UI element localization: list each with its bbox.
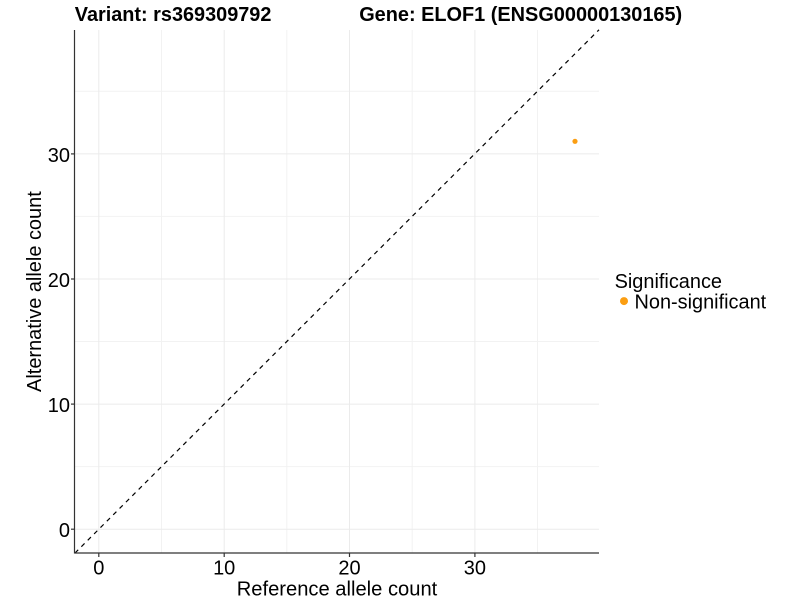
- svg-text:0: 0: [93, 557, 104, 579]
- svg-text:Variant: rs369309792: Variant: rs369309792: [75, 4, 272, 26]
- svg-text:10: 10: [213, 557, 235, 579]
- svg-text:Significance: Significance: [615, 271, 722, 293]
- svg-text:Reference allele count: Reference allele count: [237, 579, 438, 600]
- svg-text:30: 30: [48, 145, 70, 167]
- svg-text:Non-significant: Non-significant: [635, 292, 767, 314]
- svg-text:Gene: ELOF1 (ENSG00000130165): Gene: ELOF1 (ENSG00000130165): [359, 4, 682, 26]
- svg-text:20: 20: [48, 270, 70, 292]
- svg-text:10: 10: [48, 395, 70, 417]
- svg-text:30: 30: [464, 557, 486, 579]
- svg-text:0: 0: [59, 520, 70, 542]
- svg-text:Alternative allele count: Alternative allele count: [24, 191, 46, 392]
- svg-text:20: 20: [338, 557, 360, 579]
